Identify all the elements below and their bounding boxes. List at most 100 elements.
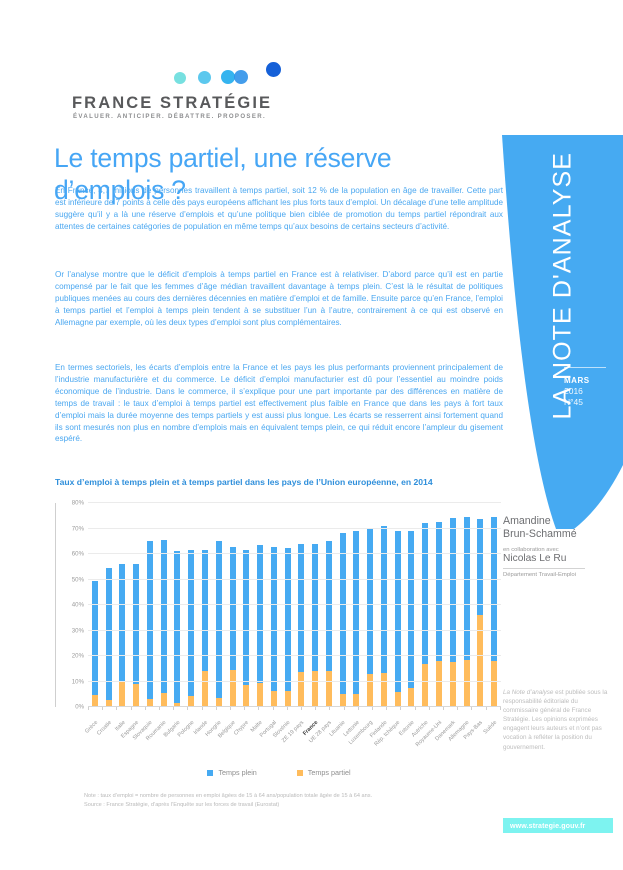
legend-item-temps-partiel: Temps partiel <box>296 768 351 777</box>
bar-segment-temps-partiel <box>160 693 167 707</box>
chart-x-tickmark <box>201 707 203 710</box>
wedge-shape-icon <box>502 135 623 529</box>
bar-segment-temps-partiel <box>215 698 222 707</box>
bar-segment-temps-plein <box>215 541 222 699</box>
chart-bar-column <box>432 503 446 707</box>
legend-item-temps-plein: Temps plein <box>207 768 257 777</box>
chart-gridline <box>88 578 501 580</box>
chart-title: Taux d’emploi à temps plein et à temps p… <box>55 477 433 487</box>
chart-bar <box>243 550 250 707</box>
website-url-bar[interactable]: www.strategie.gouv.fr <box>503 818 613 833</box>
bar-segment-temps-partiel <box>312 671 319 707</box>
chart-bar-column <box>460 503 474 707</box>
bar-segment-temps-partiel <box>325 671 332 707</box>
chart-bar <box>463 516 470 707</box>
legend-label-temps-partiel: Temps partiel <box>307 768 351 777</box>
france-strategie-logo: FRANCE STRATÉGIE ÉVALUER. ANTICIPER. DÉB… <box>72 62 322 124</box>
bar-segment-temps-partiel <box>91 695 98 707</box>
chart-bar-column <box>377 503 391 707</box>
bar-segment-temps-plein <box>257 545 264 683</box>
bar-segment-temps-plein <box>477 518 484 615</box>
bar-segment-temps-partiel <box>449 661 456 707</box>
legend-label-temps-plein: Temps plein <box>218 768 257 777</box>
bar-segment-temps-partiel <box>491 661 498 707</box>
chart-x-tickmark <box>230 707 232 710</box>
collaboration-label: en collaboration avec <box>503 547 559 553</box>
chart-bar-column <box>253 503 267 707</box>
chart-x-tickmark <box>329 707 331 710</box>
bar-segment-temps-plein <box>312 544 319 672</box>
chart-x-tickmark <box>343 707 345 710</box>
bar-segment-temps-plein <box>298 544 305 673</box>
chart-bar <box>436 521 443 707</box>
chart-plot-area <box>88 502 501 707</box>
chart-y-tick-label: 20% <box>71 652 84 660</box>
chart-x-tickmark <box>315 707 317 710</box>
bar-segment-temps-partiel <box>284 690 291 707</box>
chart-y-tick-label: 0% <box>75 703 84 711</box>
bar-segment-temps-plein <box>449 518 456 662</box>
bar-segment-temps-partiel <box>422 663 429 707</box>
chart-x-tickmark <box>400 707 402 710</box>
bar-segment-temps-plein <box>380 525 387 674</box>
bar-segment-temps-partiel <box>105 699 112 707</box>
chart-bar-column <box>350 503 364 707</box>
chart-bar-column <box>184 503 198 707</box>
chart-bar-column <box>157 503 171 707</box>
bar-segment-temps-plein <box>243 550 250 686</box>
bar-segment-temps-partiel <box>463 660 470 707</box>
bar-segment-temps-partiel <box>380 673 387 707</box>
chart-bar-column <box>88 503 102 707</box>
bar-segment-temps-plein <box>339 533 346 694</box>
chart-x-tickmark <box>443 707 445 710</box>
chart-gridline <box>88 706 501 707</box>
logo-tagline: ÉVALUER. ANTICIPER. DÉBATTRE. PROPOSER. <box>73 113 267 120</box>
chart-x-tickmark <box>457 707 459 710</box>
bar-segment-temps-plein <box>105 567 112 700</box>
chart-bar-column <box>473 503 487 707</box>
bar-segment-temps-plein <box>119 564 126 681</box>
chart-bar <box>284 547 291 707</box>
bar-segment-temps-partiel <box>394 691 401 707</box>
bar-segment-temps-plein <box>367 528 374 675</box>
bar-segment-temps-partiel <box>133 684 140 707</box>
chart-bar-column <box>336 503 350 707</box>
chart-bar-column <box>198 503 212 707</box>
bar-segment-temps-plein <box>146 541 153 700</box>
bar-segment-temps-plein <box>394 531 401 692</box>
bar-segment-temps-partiel <box>477 614 484 707</box>
chart-bar <box>394 531 401 707</box>
issue-month: MARS <box>564 376 590 385</box>
chart-bar <box>202 549 208 707</box>
bar-segment-temps-partiel <box>298 672 305 707</box>
bar-segment-temps-plein <box>491 517 498 662</box>
chart-bar <box>105 567 112 707</box>
chart-bar <box>133 563 140 707</box>
chart-bar-column <box>102 503 116 707</box>
logo-dot-icon-3 <box>221 70 235 84</box>
note-analyse-banner: LA NOTE D'ANALYSE MARS 2016 N°45 <box>502 135 623 529</box>
bar-segment-temps-plein <box>325 540 332 672</box>
logo-dot-icon-1 <box>174 72 186 84</box>
chart-bar <box>380 525 387 707</box>
chart-x-tickmark <box>301 707 303 710</box>
chart-bar-column <box>171 503 185 707</box>
chart-x-tickmark <box>144 707 146 710</box>
bar-segment-temps-plein <box>284 547 291 691</box>
banner-issue-info: MARS 2016 N°45 <box>564 375 590 408</box>
website-url-label: www.strategie.gouv.fr <box>510 821 586 830</box>
logo-wordmark: FRANCE STRATÉGIE <box>72 94 273 112</box>
bar-segment-temps-plein <box>174 550 181 704</box>
chart-x-labels: Grèce Croatie Italie Espagne Slovaquie Rouman… <box>84 707 501 748</box>
chart-bar <box>174 550 181 707</box>
logo-dot-icon-2 <box>198 71 211 84</box>
bar-segment-temps-plein <box>353 530 360 695</box>
chart-bar-column <box>226 503 240 707</box>
chart-bar <box>477 518 484 707</box>
chart-gridline <box>88 553 501 554</box>
bar-segment-temps-plein <box>408 531 415 688</box>
chart-footnotes: Note : taux d’emploi = nombre de personn… <box>84 792 504 810</box>
bar-segment-temps-partiel <box>367 674 374 707</box>
chart-bar <box>367 528 374 707</box>
